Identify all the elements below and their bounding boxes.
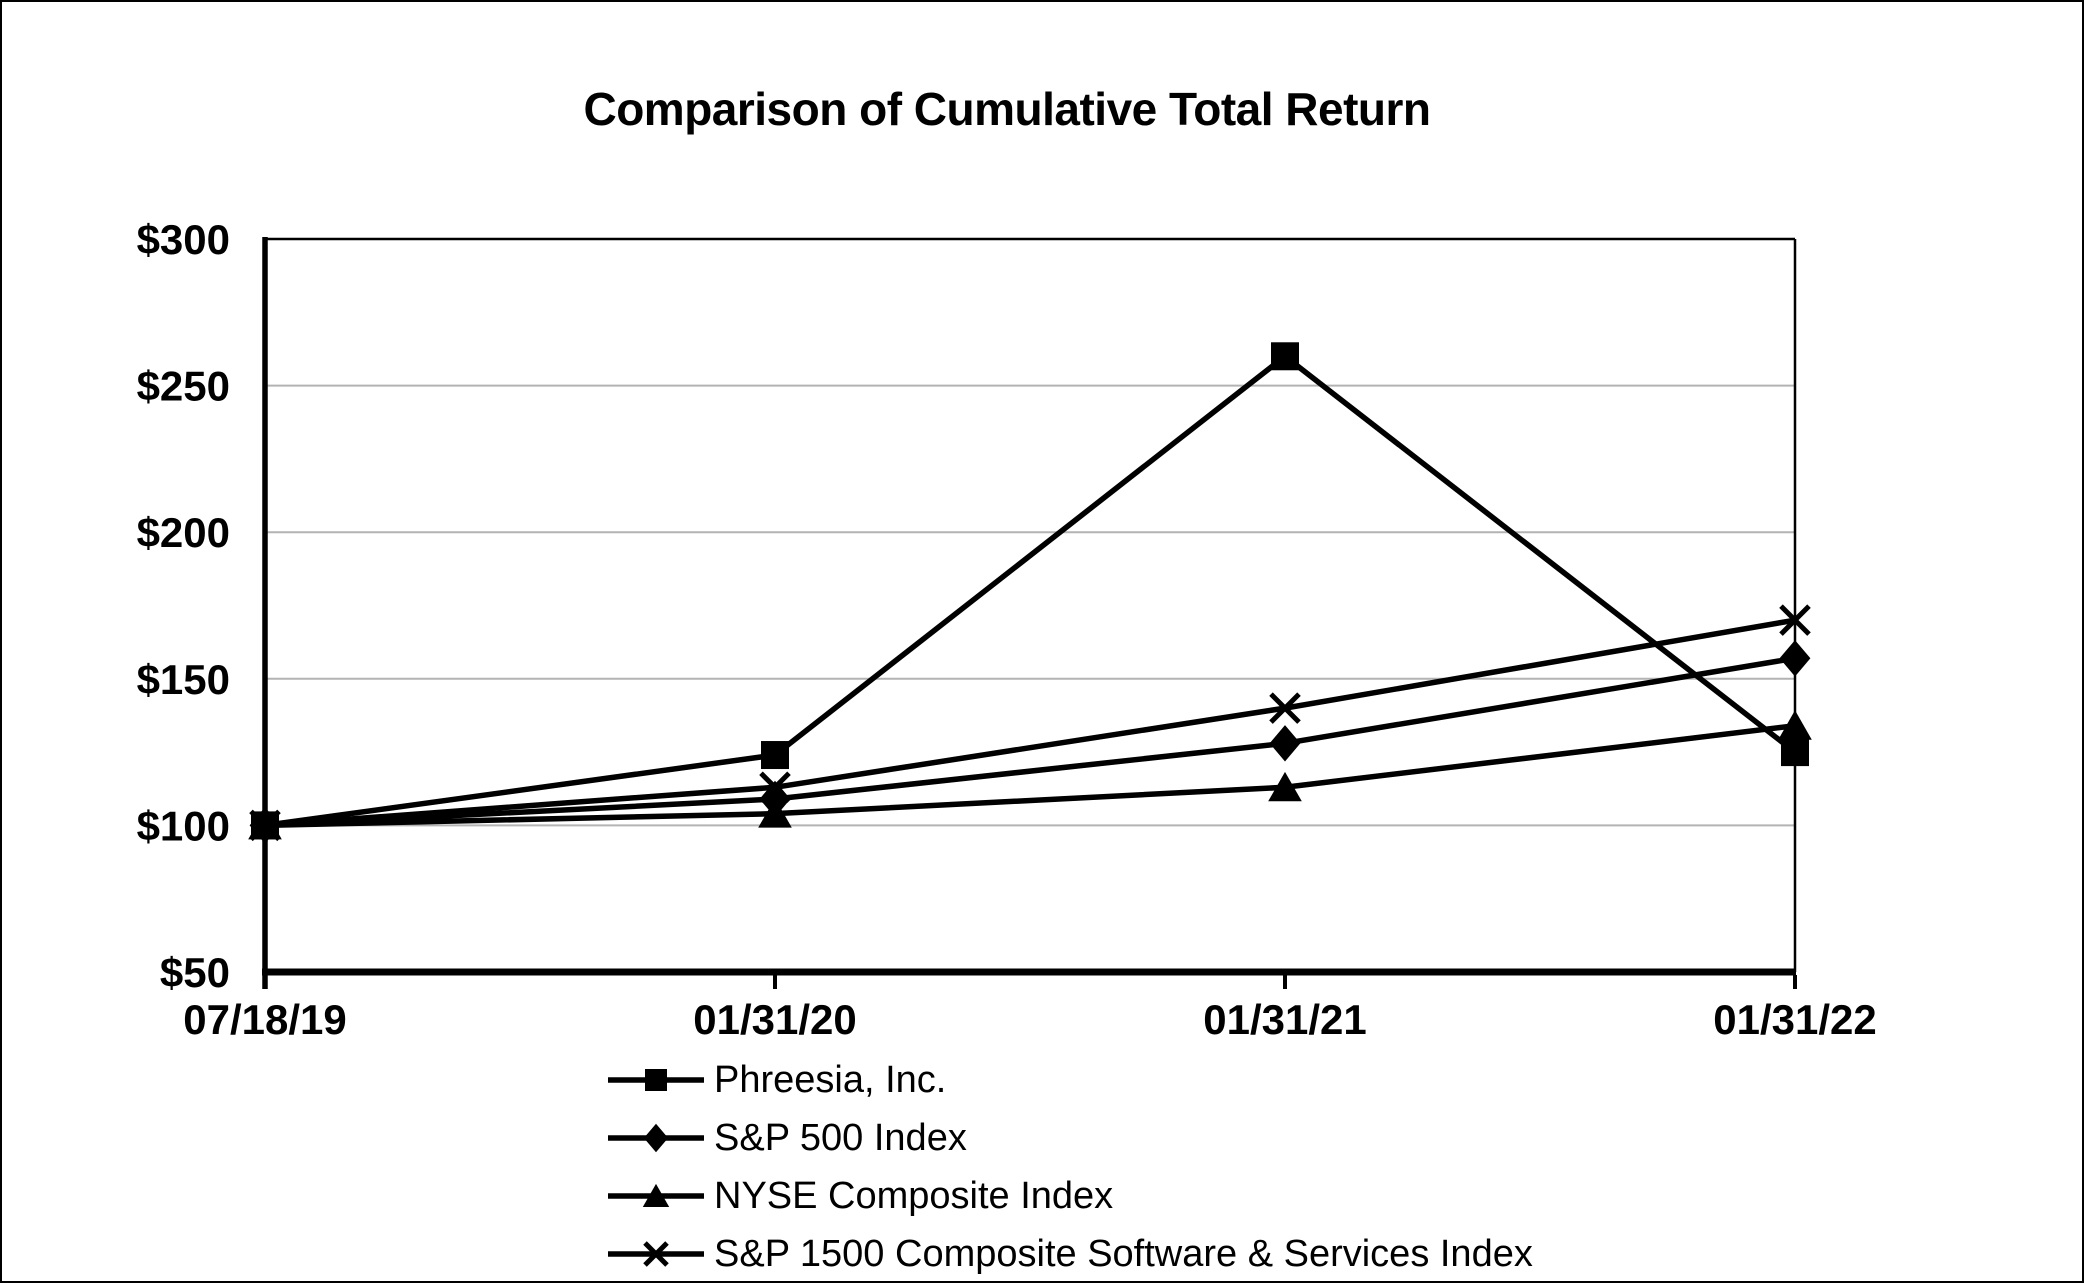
x-legend-marker	[643, 1241, 669, 1267]
square-marker	[1781, 738, 1809, 767]
triangle-marker	[1268, 771, 1302, 802]
y-tick-label: $250	[137, 363, 230, 410]
series-diamond	[249, 640, 1811, 844]
triangle-marker-icon	[608, 1183, 704, 1207]
series-x	[249, 604, 1811, 842]
y-tick-label: $50	[160, 949, 230, 996]
square-marker	[1271, 342, 1299, 371]
square-marker-icon	[608, 1069, 704, 1091]
y-tick-label: $200	[137, 509, 230, 556]
x-marker	[1779, 604, 1811, 636]
legend-label: Phreesia, Inc.	[714, 1058, 947, 1101]
series-line	[264, 352, 1797, 829]
x-tick-label: 01/31/21	[1203, 996, 1367, 1043]
y-tick-label: $100	[137, 802, 230, 849]
diamond-legend-marker	[643, 1123, 669, 1153]
triangle-legend-marker	[642, 1183, 670, 1207]
series-line	[264, 722, 1796, 829]
legend-item-sp1500-software: S&P 1500 Composite Software & Services I…	[608, 1225, 1533, 1281]
chart-legend: Phreesia, Inc. S&P 500 Index NYSE Compos…	[608, 1051, 1533, 1281]
diamond-marker-icon	[608, 1123, 704, 1153]
legend-label: S&P 500 Index	[714, 1116, 967, 1159]
diamond-marker	[1779, 640, 1811, 677]
x-marker-icon	[608, 1241, 704, 1267]
legend-label: S&P 1500 Composite Software & Services I…	[714, 1232, 1533, 1275]
series-line	[264, 655, 1796, 829]
x-tick-label: 01/31/20	[693, 996, 857, 1043]
triangle-marker	[758, 798, 792, 828]
square-legend-marker	[645, 1069, 667, 1091]
x-marker	[249, 809, 281, 842]
legend-item-sp500: S&P 500 Index	[608, 1109, 1533, 1167]
triangle-marker	[1778, 710, 1812, 740]
chart-title: Comparison of Cumulative Total Return	[583, 83, 1431, 135]
x-tick-label: 01/31/22	[1713, 996, 1877, 1043]
x-tick-label: 07/18/19	[183, 996, 347, 1043]
x-marker	[1269, 692, 1301, 724]
square-marker	[761, 741, 789, 770]
y-tick-label: $150	[137, 656, 230, 703]
legend-label: NYSE Composite Index	[714, 1174, 1114, 1217]
y-tick-label: $300	[137, 216, 230, 263]
series-square	[251, 342, 1809, 840]
legend-item-phreesia: Phreesia, Inc.	[608, 1051, 1533, 1109]
x-marker	[759, 771, 791, 804]
series-line	[264, 617, 1796, 829]
series-triangle	[248, 710, 1812, 840]
diamond-marker	[1269, 725, 1301, 762]
legend-item-nyse: NYSE Composite Index	[608, 1167, 1533, 1225]
